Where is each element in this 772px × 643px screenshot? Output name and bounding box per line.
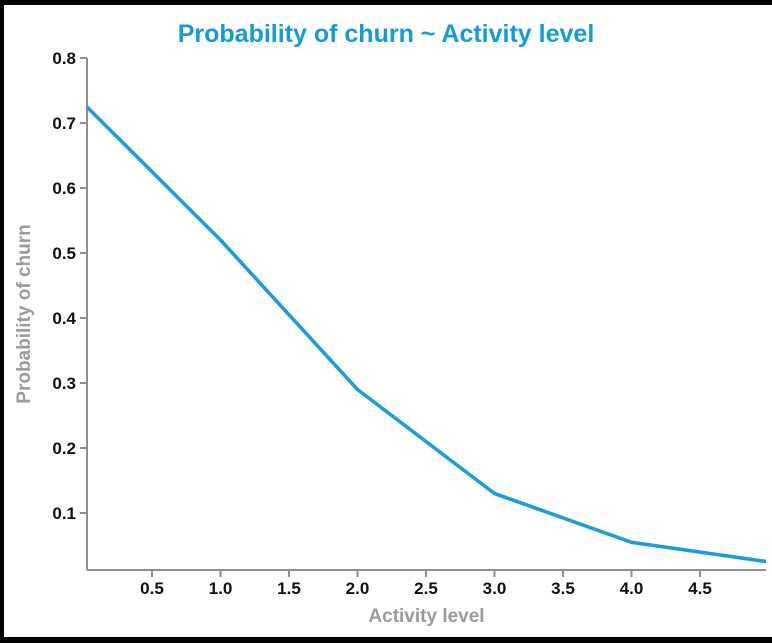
x-tick-label: 4.0: [620, 579, 644, 598]
y-axis-title: Probability of churn: [14, 224, 35, 404]
window-border-left: [0, 0, 4, 643]
x-tick-label: 1.5: [277, 579, 301, 598]
x-tick-label: 2.0: [346, 579, 370, 598]
y-tick-label: 0.6: [52, 179, 76, 198]
x-axis-title: Activity level: [368, 606, 485, 627]
window-border-top: [0, 0, 772, 5]
churn-probability-line: [87, 104, 766, 564]
y-tick-label: 0.4: [52, 309, 76, 328]
y-tick-label: 0.2: [52, 439, 76, 458]
y-tick-label: 0.5: [52, 244, 76, 263]
y-tick-label: 0.3: [52, 374, 76, 393]
x-tick-label: 1.0: [209, 579, 233, 598]
x-tick-label: 2.5: [414, 579, 438, 598]
x-tick-label: 0.5: [140, 579, 164, 598]
x-tick-label: 4.5: [688, 579, 712, 598]
y-tick-label: 0.7: [52, 114, 76, 133]
x-tick-label: 3.0: [483, 579, 507, 598]
y-tick-label: 0.1: [52, 504, 76, 523]
chart-title: Probability of churn ~ Activity level: [177, 20, 595, 48]
x-tick-label: 3.5: [551, 579, 575, 598]
y-tick-label: 0.8: [52, 49, 76, 68]
window-border-bottom: [0, 637, 772, 643]
